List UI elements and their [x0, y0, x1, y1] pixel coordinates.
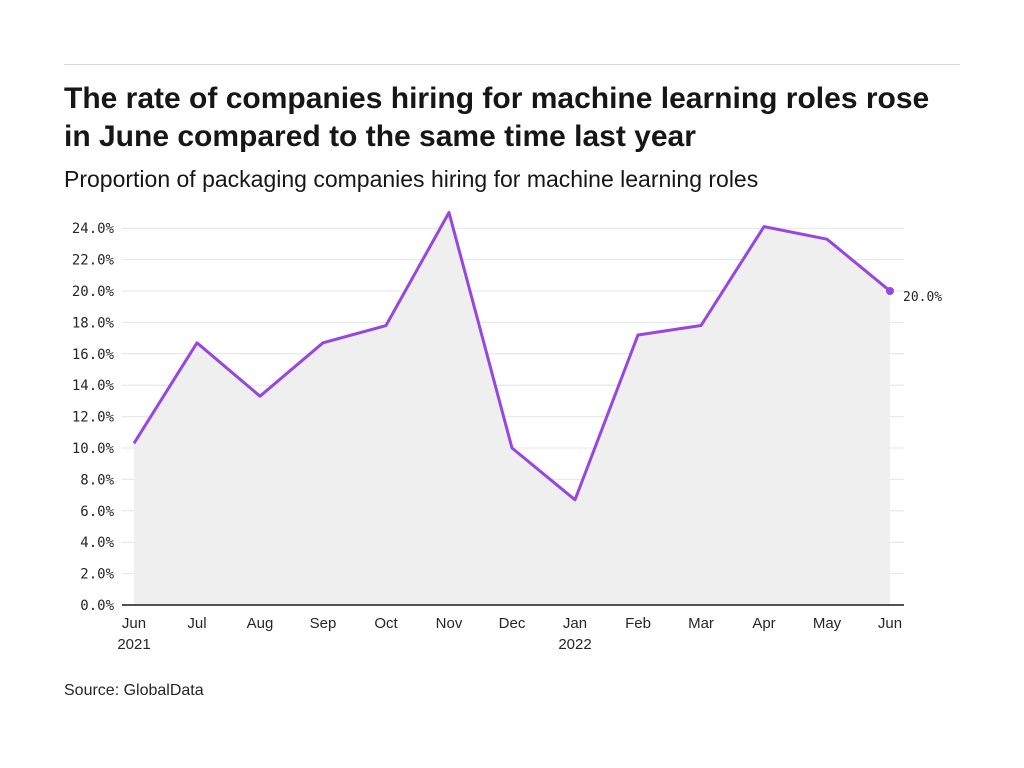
data-point	[886, 287, 894, 295]
x-tick-label: Jun	[122, 615, 146, 632]
x-tick-label: Jan	[563, 615, 587, 632]
data-point	[510, 446, 514, 450]
x-tick-year-label: 2022	[558, 636, 591, 653]
y-tick-label: 22.0%	[72, 253, 115, 269]
data-point	[447, 211, 451, 215]
data-point	[699, 324, 703, 328]
x-tick-label: Jun	[878, 615, 902, 632]
data-point	[573, 498, 577, 502]
area-fill	[134, 212, 890, 605]
x-tick-label: Mar	[688, 615, 714, 632]
data-point	[636, 333, 640, 337]
y-tick-label: 20.0%	[72, 284, 115, 300]
data-point	[384, 324, 388, 328]
x-axis-ticks: Jun 2021 Jul Aug Sep Oct Nov Dec Jan 2022 Feb Mar Ap…	[117, 615, 902, 653]
x-tick-label: Sep	[310, 615, 337, 632]
y-tick-label: 14.0%	[72, 378, 115, 394]
y-tick-label: 2.0%	[80, 567, 114, 583]
y-axis-ticks: 0.0% 2.0% 4.0% 6.0% 8.0% 10.0% 12.0% 14.0% 16.0%…	[72, 221, 115, 614]
end-value-label: 20.0%	[903, 290, 942, 305]
top-rule	[64, 64, 960, 65]
data-point	[195, 341, 199, 345]
x-tick-label: Nov	[436, 615, 463, 632]
x-tick-label: Apr	[752, 615, 775, 632]
series-line	[132, 211, 891, 502]
y-tick-label: 4.0%	[80, 535, 114, 551]
y-tick-label: 18.0%	[72, 315, 115, 331]
x-tick-label: May	[813, 615, 842, 632]
x-tick-label: Aug	[247, 615, 274, 632]
data-point	[762, 225, 766, 229]
y-tick-label: 10.0%	[72, 441, 115, 457]
y-tick-label: 24.0%	[72, 221, 115, 237]
y-tick-label: 6.0%	[80, 504, 114, 520]
y-tick-label: 8.0%	[80, 472, 114, 488]
data-point	[132, 441, 136, 445]
data-point	[258, 394, 262, 398]
x-tick-label: Oct	[374, 615, 398, 632]
x-tick-year-label: 2021	[117, 636, 150, 653]
data-points: 20.0%	[132, 211, 942, 502]
data-point	[825, 237, 829, 241]
data-point	[321, 341, 325, 345]
x-tick-label: Feb	[625, 615, 651, 632]
y-tick-label: 0.0%	[80, 598, 114, 614]
chart-subtitle: Proportion of packaging companies hiring…	[64, 166, 759, 192]
chart-title: The rate of companies hiring for machine…	[64, 82, 930, 153]
y-tick-label: 12.0%	[72, 410, 115, 426]
x-tick-label: Jul	[187, 615, 206, 632]
x-tick-label: Dec	[499, 615, 526, 632]
source-note: Source: GlobalData	[64, 682, 204, 699]
y-tick-label: 16.0%	[72, 347, 115, 363]
